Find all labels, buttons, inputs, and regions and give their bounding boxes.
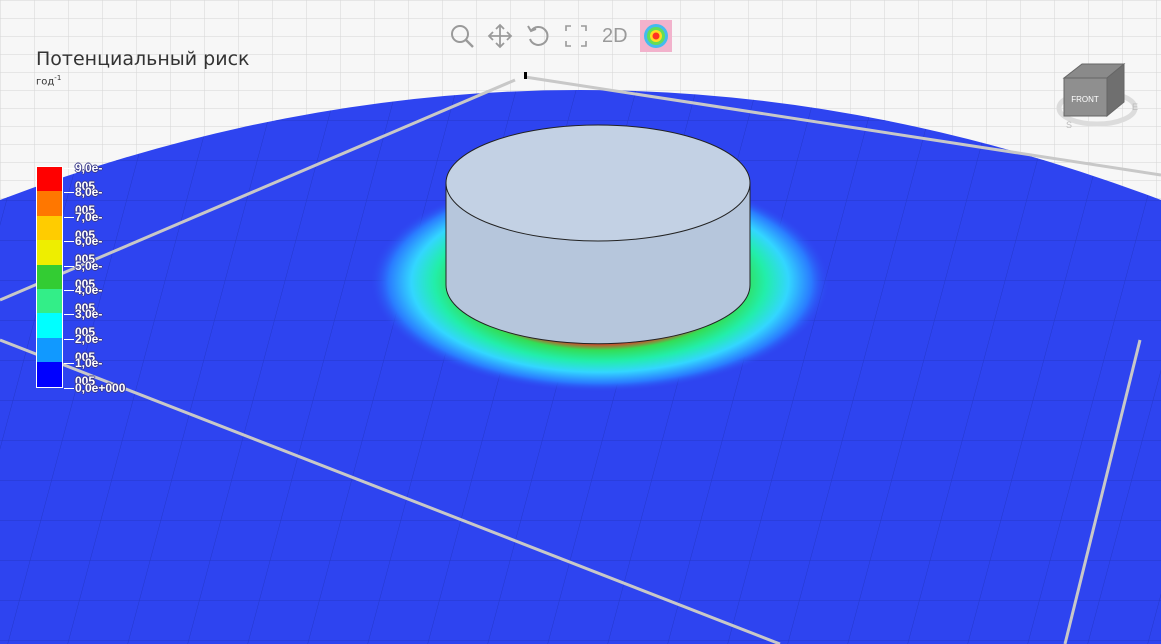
- legend-tick-label: 2,0e-005: [75, 331, 103, 364]
- legend-swatch: [37, 362, 62, 387]
- legend-title: Потенциальный риск: [36, 48, 250, 70]
- legend-tick-label: 1,0e-005: [75, 356, 103, 389]
- fit-to-view-icon: [565, 25, 587, 47]
- legend-tick-line: [64, 265, 74, 267]
- legend-swatches: [36, 166, 63, 388]
- zoom-button[interactable]: [448, 22, 476, 50]
- legend-tick-line: [64, 216, 74, 218]
- legend-swatch: [37, 264, 62, 289]
- legend-tick-line: [64, 314, 74, 316]
- storage-tank: [445, 124, 751, 345]
- pan-button[interactable]: [486, 22, 514, 50]
- rotate-button[interactable]: [524, 22, 552, 50]
- legend-swatch: [37, 313, 62, 338]
- fit-view-button[interactable]: [562, 22, 590, 50]
- legend-tick-label: 4,0e-005: [75, 282, 103, 315]
- site-boundary: [0, 75, 1161, 644]
- legend-tick-line: [64, 363, 74, 365]
- legend-swatch: [37, 191, 62, 216]
- legend-tick-label: 8,0e-005: [75, 185, 103, 218]
- legend-tick-line: [64, 192, 74, 194]
- navcube-front-label: FRONT: [1071, 95, 1099, 104]
- move-arrows-icon: [487, 23, 513, 49]
- legend-tick-label: 9,0e-005: [75, 161, 103, 193]
- legend-unit: год-1: [36, 74, 250, 87]
- navigation-cube[interactable]: FRONT S E: [1052, 50, 1142, 135]
- legend-tick-line: [64, 338, 74, 340]
- 2d-mode-button[interactable]: 2D: [600, 22, 630, 50]
- legend-tick-line: [64, 168, 74, 169]
- legend-tick-line: [64, 241, 74, 243]
- legend-tick-line: [64, 289, 74, 291]
- legend-tick-label: 5,0e-005: [75, 258, 103, 291]
- 2d-mode-label: 2D: [602, 24, 628, 47]
- legend-swatch: [37, 167, 62, 192]
- compass-s-label: S: [1066, 120, 1072, 130]
- legend-tick-label: 3,0e-005: [75, 307, 103, 340]
- legend-tick-label: 7,0e-005: [75, 209, 103, 242]
- marker: [524, 72, 527, 79]
- color-legend: Потенциальный риск год-1 9,0e-005 8,0e-00…: [36, 48, 250, 395]
- risk-layer-button[interactable]: [639, 20, 672, 52]
- rotate-icon: [527, 25, 549, 46]
- legend-swatch: [37, 288, 62, 314]
- legend-swatch: [37, 240, 62, 265]
- legend-tick-label: 6,0e-005: [75, 234, 103, 267]
- compass-e-label: E: [1132, 102, 1138, 112]
- magnifier-icon: [451, 25, 474, 48]
- legend-tick-line: [64, 387, 74, 389]
- legend-swatch: [37, 215, 62, 241]
- legend-unit-text: год: [36, 76, 55, 88]
- view-toolbar: 2D: [448, 20, 672, 52]
- legend-swatch: [37, 337, 62, 363]
- legend-tick-label: 0,0e+000: [75, 380, 126, 395]
- legend-unit-exponent: -1: [54, 74, 62, 82]
- risk-heatmap-icon: [643, 24, 668, 48]
